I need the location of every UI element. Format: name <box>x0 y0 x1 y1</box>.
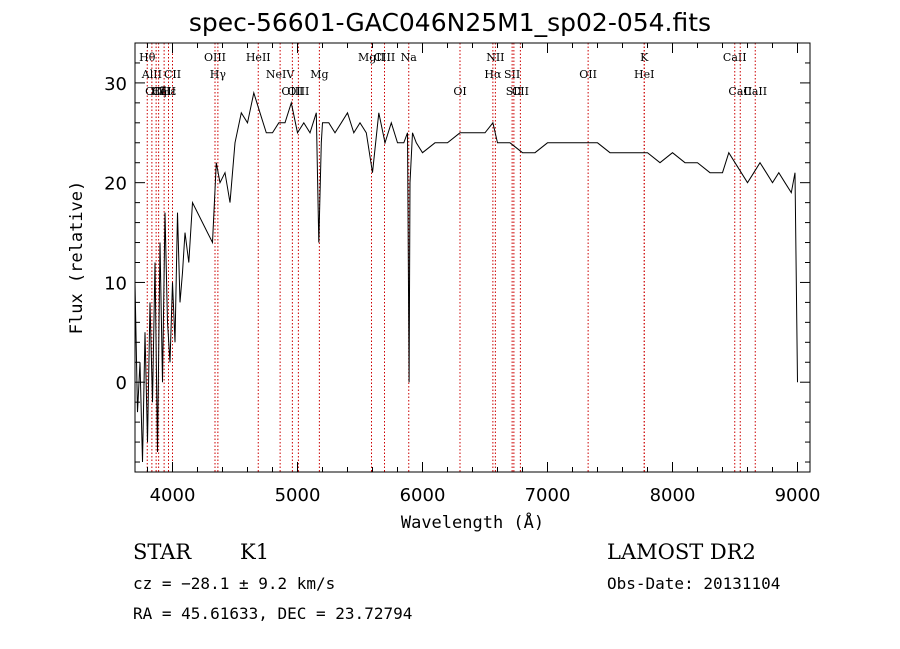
x-tick-label: 9000 <box>775 485 821 506</box>
y-tick-label: 30 <box>104 74 127 95</box>
line-marker-label: OII <box>579 68 597 81</box>
cz-label: cz = −28.1 ± 9.2 km/s <box>133 574 336 593</box>
plot-frame <box>134 42 811 473</box>
line-marker-label: Hθ <box>139 51 156 64</box>
axes: 4000 5000 6000 7000 8000 9000 0 10 20 30 <box>104 42 821 506</box>
line-marker-label: CaII <box>152 85 176 98</box>
flux-series-line <box>134 90 798 463</box>
line-marker-label: HeII <box>246 51 271 64</box>
line-marker-label: CII <box>512 85 529 98</box>
x-tick-label: 4000 <box>150 485 196 506</box>
line-marker-label: AlII <box>141 68 162 81</box>
class-label: STAR <box>133 540 192 564</box>
line-marker-label: Hα <box>484 68 502 81</box>
line-marker-label: NII <box>486 51 504 64</box>
line-marker-label: CII <box>164 68 181 81</box>
line-marker-label: OIII <box>204 51 226 64</box>
x-tick-label: 5000 <box>275 485 321 506</box>
line-marker-label: CaII <box>728 85 752 98</box>
line-marker-label: SII <box>504 68 520 81</box>
line-marker-label: CaII <box>723 51 747 64</box>
survey-label: LAMOST DR2 <box>607 540 756 564</box>
line-marker-label: MgII <box>358 51 385 64</box>
line-marker-label: Hζ <box>151 85 167 98</box>
line-marker-label: SII <box>506 85 522 98</box>
chart-title: spec-56601-GAC046N25M1_sp02-054.fits <box>188 8 712 37</box>
line-marker-label: OIII <box>281 85 303 98</box>
line-marker-label: OIII <box>145 85 167 98</box>
line-marker-label: NeIV <box>266 68 295 81</box>
x-tick-label: 8000 <box>650 485 696 506</box>
line-marker-label: Hε <box>161 85 177 98</box>
line-marker-label: OI <box>453 85 466 98</box>
line-marker-label: K <box>640 51 649 64</box>
y-tick-label: 0 <box>116 373 127 394</box>
line-marker-label: Na <box>401 51 418 64</box>
line-marker-label: OIII <box>287 85 309 98</box>
obs-date-label: Obs-Date: 20131104 <box>607 574 781 593</box>
subclass-label: K1 <box>240 540 270 564</box>
coords-label: RA = 45.61633, DEC = 23.72794 <box>133 604 413 623</box>
line-marker-label: CIII <box>374 51 395 64</box>
x-axis-label: Wavelength (Å) <box>401 511 544 533</box>
x-tick-label: 7000 <box>525 485 571 506</box>
y-tick-label: 20 <box>104 174 127 195</box>
y-axis-label: Flux (relative) <box>67 181 87 335</box>
line-marker-label: Mg <box>310 68 328 81</box>
y-tick-label: 10 <box>104 273 127 294</box>
line-marker-label: Hγ <box>210 68 227 81</box>
x-tick-label: 6000 <box>400 485 446 506</box>
line-marker-label: CaII <box>743 85 767 98</box>
